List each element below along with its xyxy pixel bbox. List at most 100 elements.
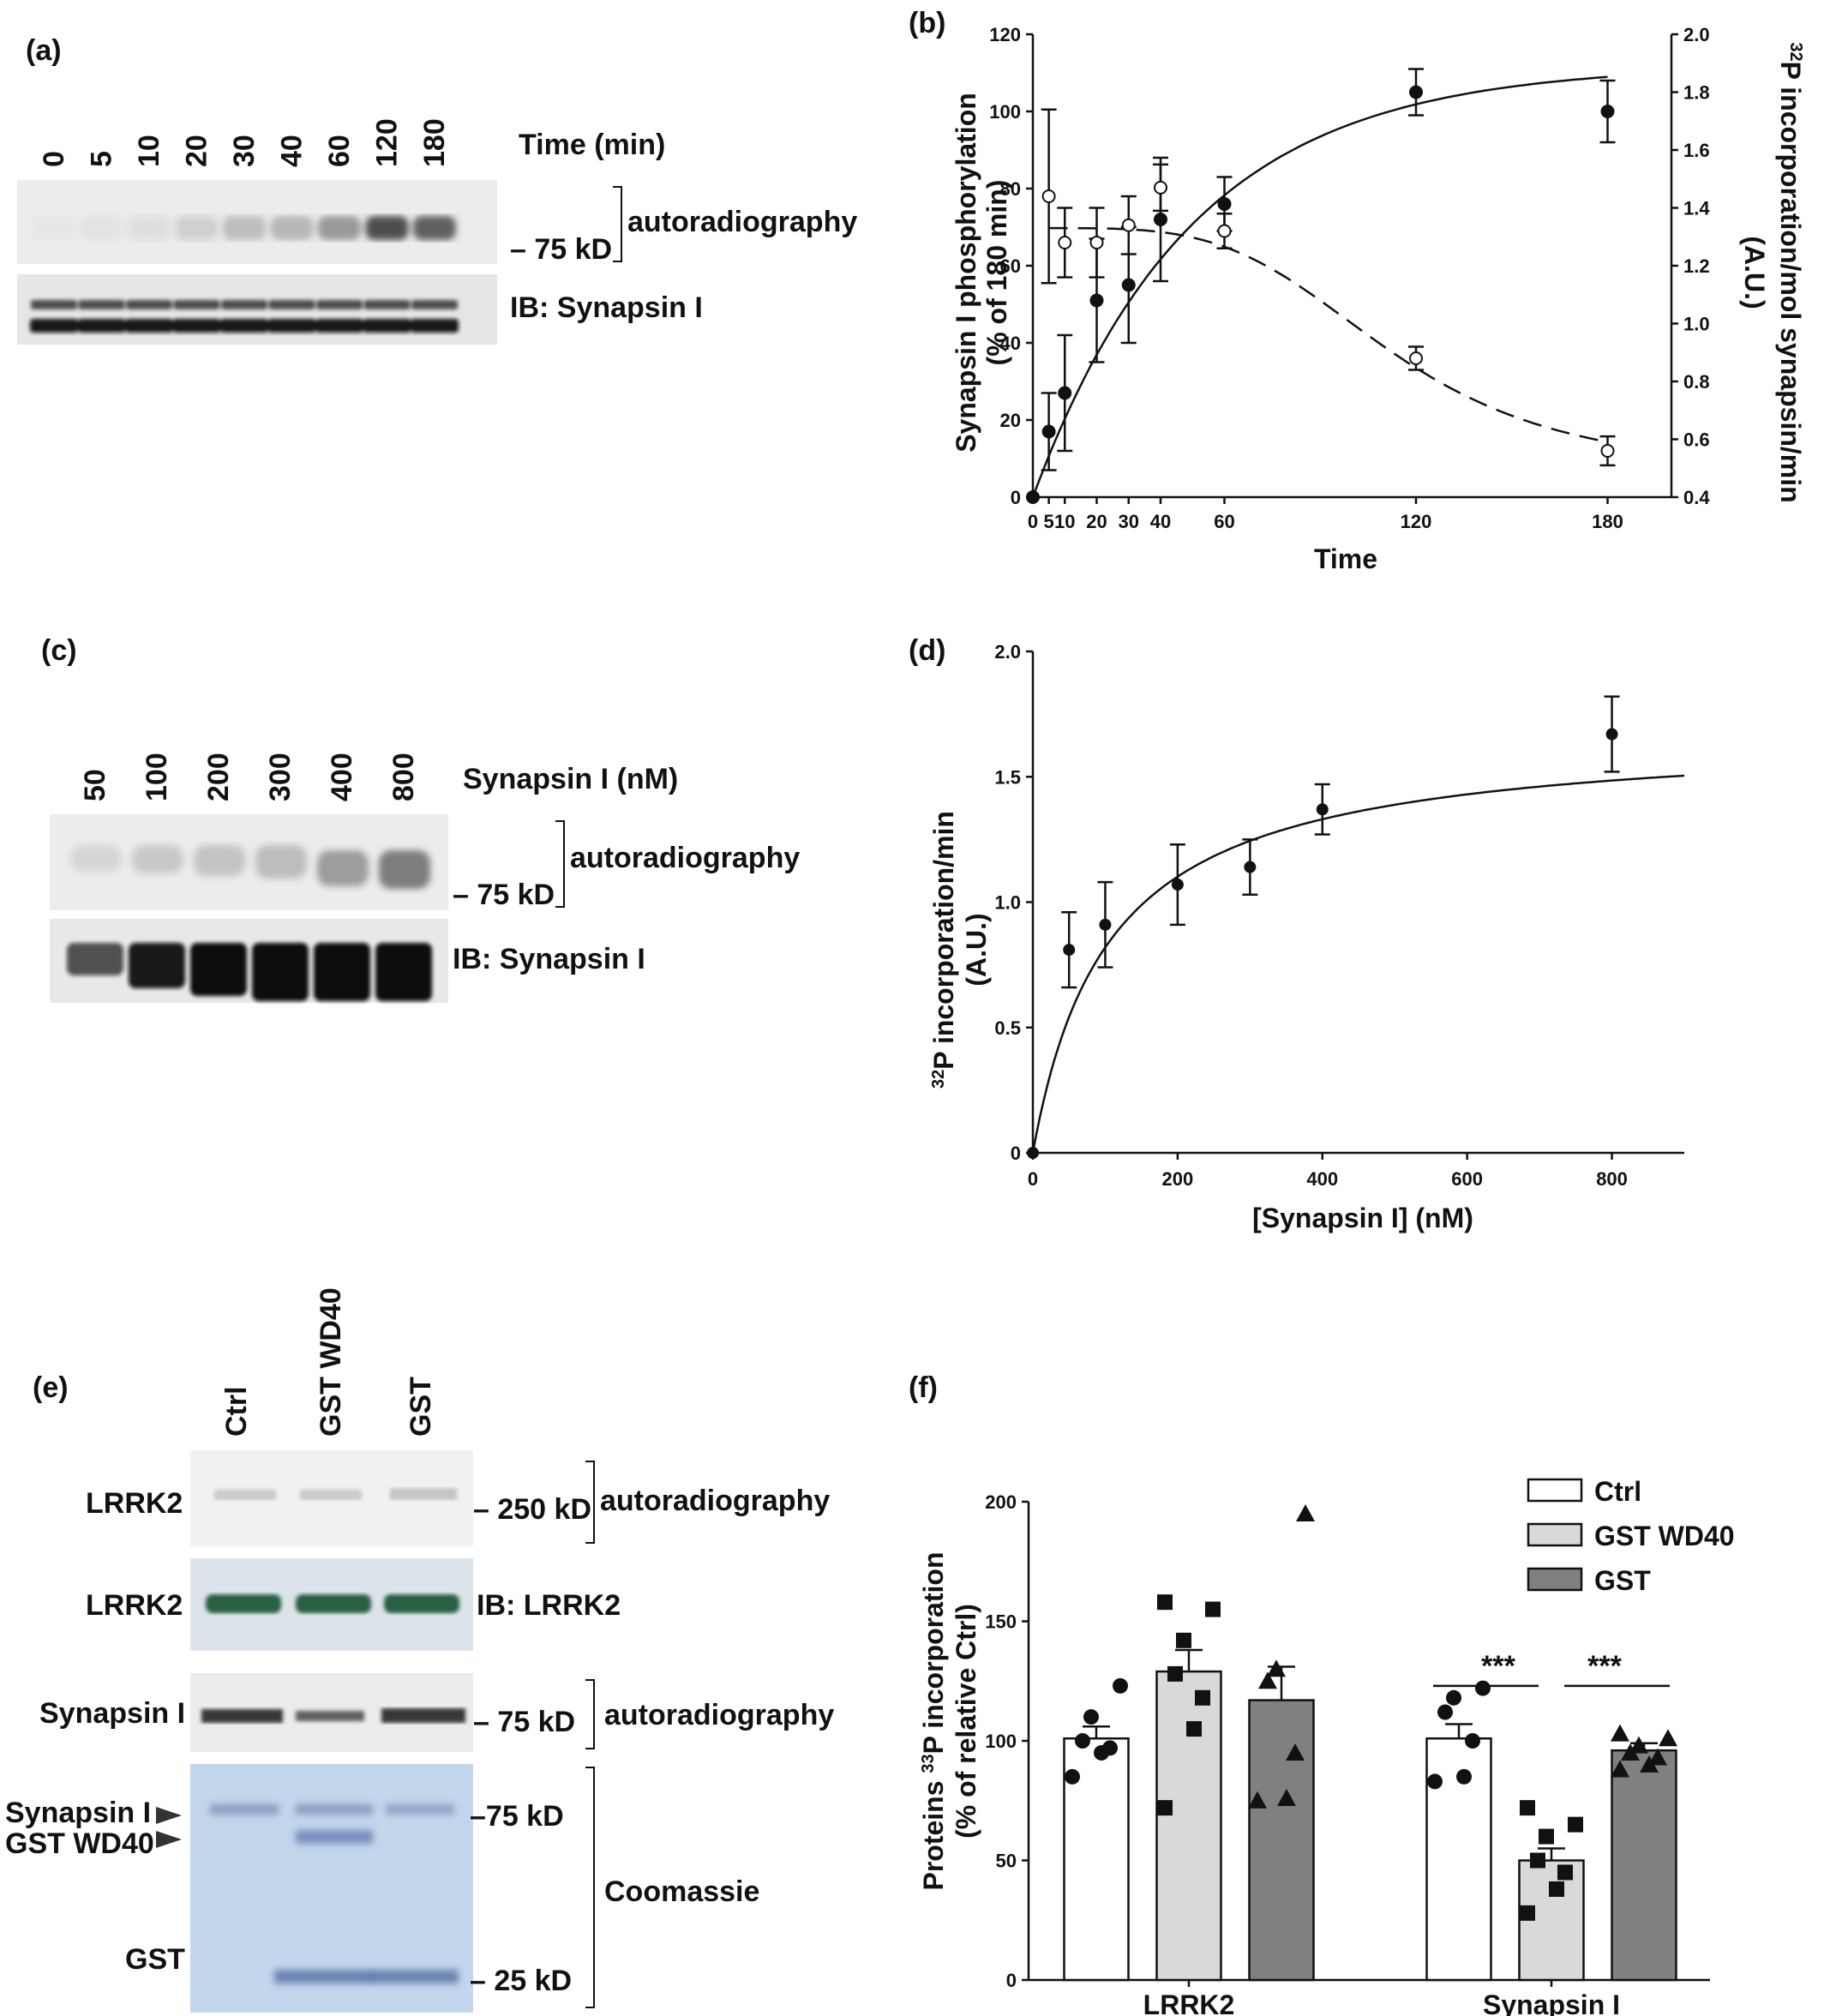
panel-d-point xyxy=(1316,803,1329,816)
panel-c-ib-band xyxy=(375,943,432,1001)
panel-a-lane-label: 30 xyxy=(228,135,261,167)
panel-a-lane-label: 10 xyxy=(133,135,165,167)
panel-c-ib-band xyxy=(190,943,247,996)
panel-e-coomassie-synapsin-label: Synapsin I xyxy=(5,1797,151,1829)
panel-b-x-axis-title: Time xyxy=(1314,543,1377,574)
panel-a-ib-band-upper xyxy=(31,300,77,309)
panel-e-coomassie-gst-wd40-label: GST WD40 xyxy=(5,1827,154,1860)
panel-b-y-tick-label: 60 xyxy=(1000,255,1021,277)
panel-f-point xyxy=(1113,1677,1128,1694)
panel-a-auto-band xyxy=(175,216,219,240)
panel-d-y-tick-label: 1.5 xyxy=(994,766,1021,788)
panel-b-rate-point xyxy=(1121,218,1136,232)
panel-f-y-axis-title-2: (% of relative Ctrl) xyxy=(951,1604,981,1839)
panel-b-x-tick-label: 20 xyxy=(1086,511,1107,532)
panel-c-lane-label: 200 xyxy=(202,753,235,801)
panel-f-point xyxy=(1611,1724,1629,1742)
panel-e-ib-lrrk2-label: IB: LRRK2 xyxy=(477,1589,621,1622)
panel-c-marker-75kd: – 75 kD xyxy=(453,879,555,911)
panel-b-y-tick-label: 80 xyxy=(1000,178,1021,200)
panel-label-f: (f) xyxy=(909,1371,938,1404)
panel-a-ib-band-upper xyxy=(268,300,315,309)
blot-band xyxy=(214,1490,276,1500)
panel-a-lane-label: 180 xyxy=(418,118,451,167)
panel-label-d: (d) xyxy=(909,634,945,667)
panel-a-lane-label: 40 xyxy=(276,135,309,167)
panel-c-autoradiography-label: autoradiography xyxy=(570,842,800,874)
panel-c-blot: 50 100 200 300 400 800 Synapsin I (nM) – 75 k… xyxy=(50,753,800,1003)
panel-f-point xyxy=(1427,1773,1443,1790)
panel-f-category-label: Synapsin I xyxy=(1483,1989,1620,2016)
panel-f-chart: 0 50 100 150 200 LRRK2 Synapsin I *** *** Ctrl G… xyxy=(918,1476,1735,2016)
panel-label-b: (b) xyxy=(909,7,945,39)
panel-e-lrrk2-label-2: LRRK2 xyxy=(86,1589,183,1622)
blot-band xyxy=(296,1711,364,1721)
panel-b-y-tick-label: 20 xyxy=(1000,410,1021,431)
panel-c-auto-band xyxy=(194,845,245,876)
panel-c-lane-label: 300 xyxy=(264,753,297,801)
panel-e-synapsin-label: Synapsin I xyxy=(39,1697,185,1730)
panel-d-y-tick-label: 0 xyxy=(1011,1143,1021,1164)
panel-b-x-tick-label: 120 xyxy=(1401,511,1432,532)
panel-b-rate-point xyxy=(1217,224,1232,238)
panel-e-marker-75kd-coomassie: –75 kD xyxy=(470,1800,564,1833)
panel-e-marker-75kd: – 75 kD xyxy=(473,1706,575,1738)
panel-f-point xyxy=(1530,1852,1545,1869)
panel-d-point xyxy=(1027,1147,1039,1159)
panel-a-lane-label: 5 xyxy=(86,151,118,167)
panel-e-coomassie-label: Coomassie xyxy=(604,1875,759,1908)
panel-f-legend-swatch xyxy=(1527,1567,1583,1592)
panel-f-y-main: P incorporation xyxy=(918,1551,949,1754)
panel-d-y-tick-label: 2.0 xyxy=(994,641,1021,663)
panel-f-legend-label: GST xyxy=(1594,1565,1651,1596)
panel-d-x-tick-label: 800 xyxy=(1596,1168,1628,1190)
panel-b-phosphorylation-point xyxy=(1089,293,1104,308)
panel-f-point xyxy=(1611,1760,1629,1778)
panel-a-ib-band-lower xyxy=(77,319,126,333)
panel-f-y-pre: Proteins xyxy=(918,1773,949,1891)
panel-f-point xyxy=(1176,1632,1191,1648)
panel-b-rate-point xyxy=(1089,236,1104,249)
panel-f-category-label: LRRK2 xyxy=(1143,1989,1235,2016)
panel-a-ib-label: IB: Synapsin I xyxy=(510,291,703,324)
panel-f-point xyxy=(1539,1828,1554,1845)
panel-b-y2-main: P incorporation/mol synapsin/min xyxy=(1775,62,1806,503)
panel-a-auto-band xyxy=(318,216,361,240)
panel-f-point xyxy=(1456,1768,1472,1785)
panel-f-point xyxy=(1465,1733,1480,1749)
panel-b-x-tick-label: 180 xyxy=(1592,511,1623,532)
panel-b-y-tick-label: 120 xyxy=(989,24,1021,45)
panel-e-marker-25kd: – 25 kD xyxy=(470,1965,572,1997)
panel-a-ib-band-upper xyxy=(221,300,267,309)
panel-e-bracket-1 xyxy=(585,1461,595,1544)
panel-d-point xyxy=(1244,861,1257,873)
panel-a-bracket xyxy=(613,186,622,262)
panel-a-ib-band-upper xyxy=(316,300,363,309)
panel-d-y-axis-title: 32P incorporation/min xyxy=(928,811,959,1089)
panel-label-a: (a) xyxy=(26,34,62,67)
blot-band xyxy=(201,1709,283,1723)
panel-f-point xyxy=(1167,1665,1183,1682)
panel-b-phosphorylation-point xyxy=(1154,213,1167,226)
panel-a-auto-band xyxy=(80,216,123,240)
panel-a-ib-band-lower xyxy=(172,319,221,333)
panel-f-bar xyxy=(1248,1699,1315,1982)
panel-f-point xyxy=(1286,1743,1305,1761)
panel-f-point xyxy=(1157,1594,1173,1611)
panel-a-blot: 0 5 10 20 30 40 60 120 180 Time (min) – 75 kD au… xyxy=(17,118,857,345)
panel-a-auto-band xyxy=(365,216,409,240)
panel-d-point xyxy=(1063,944,1076,957)
panel-a-ib-band-upper xyxy=(363,300,411,309)
panel-c-lane-label: 800 xyxy=(387,753,420,801)
panel-c-lane-label: 50 xyxy=(79,769,111,801)
panel-b-x-tick-label: 30 xyxy=(1119,511,1139,532)
panel-f-point xyxy=(1205,1601,1221,1617)
panel-a-ib-band-lower xyxy=(411,319,459,333)
panel-b-y2-tick-label: 1.2 xyxy=(1683,255,1710,277)
panel-b-phosphorylation-point xyxy=(1026,490,1040,504)
panel-a-ib-band-lower xyxy=(30,319,78,333)
panel-f-point xyxy=(1075,1733,1090,1749)
panel-c-ib-band xyxy=(129,943,185,988)
panel-f-point xyxy=(1446,1689,1461,1706)
panel-b-y2-axis-title: 32P incorporation/mol synapsin/min xyxy=(1775,42,1806,502)
